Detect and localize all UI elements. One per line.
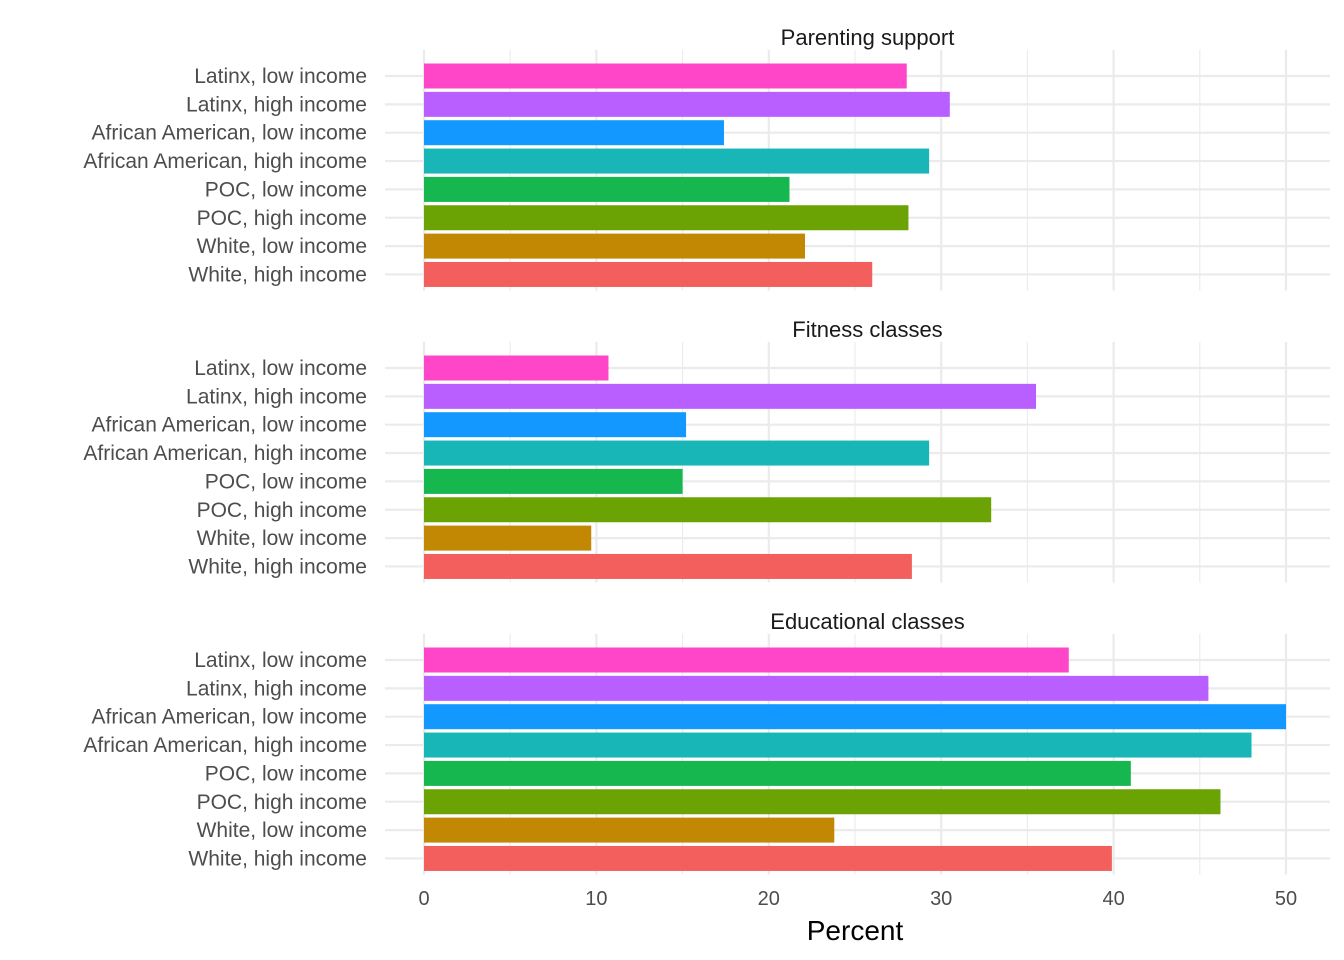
bar — [424, 525, 592, 551]
bar — [424, 440, 930, 466]
bar — [424, 383, 1037, 409]
bar — [424, 205, 909, 231]
category-label: White, high income — [188, 555, 367, 578]
bar — [424, 675, 1209, 701]
bar — [424, 120, 724, 146]
bar — [424, 789, 1221, 815]
category-label: POC, high income — [197, 791, 367, 814]
x-tick-label: 30 — [930, 888, 952, 910]
category-label: Latinx, low income — [194, 649, 367, 672]
category-label: African American, high income — [83, 442, 367, 465]
category-label: White, low income — [197, 235, 367, 258]
category-label: POC, high income — [197, 207, 367, 230]
panel-title: Parenting support — [781, 25, 955, 50]
panel-title: Educational classes — [770, 609, 964, 634]
panel-2: Fitness classes Latinx, low income Latinx,… — [83, 317, 1330, 583]
x-tick-label: 20 — [758, 888, 780, 910]
category-label: Latinx, high income — [186, 385, 367, 408]
category-label: Latinx, low income — [194, 357, 367, 380]
x-axis-title: Percent — [807, 915, 904, 946]
bar — [424, 355, 609, 381]
category-label: White, high income — [188, 847, 367, 870]
category-label: POC, high income — [197, 499, 367, 522]
x-tick-label: 0 — [418, 888, 429, 910]
bar — [424, 760, 1131, 786]
category-label: Latinx, high income — [186, 677, 367, 700]
bar — [424, 704, 1286, 730]
x-tick-label: 40 — [1102, 888, 1124, 910]
bar — [424, 817, 835, 843]
category-label: White, high income — [188, 263, 367, 286]
panel-3: Educational classes Latinx, low income Lat… — [83, 609, 1330, 875]
category-label: White, low income — [197, 527, 367, 550]
category-label: POC, low income — [205, 178, 367, 201]
bar — [424, 647, 1069, 673]
bar — [424, 497, 992, 523]
bar — [424, 91, 950, 117]
bar — [424, 233, 806, 259]
x-tick-label: 10 — [585, 888, 607, 910]
category-label: African American, low income — [92, 706, 367, 729]
bar — [424, 176, 790, 202]
category-label: Latinx, low income — [194, 65, 367, 88]
panel-title: Fitness classes — [792, 317, 942, 342]
category-label: Latinx, high income — [186, 93, 367, 116]
chart-panels: Parenting support Latinx, low income Latin… — [83, 25, 1330, 875]
bar — [424, 553, 912, 579]
bar — [424, 412, 687, 438]
bar — [424, 148, 930, 174]
bar — [424, 63, 907, 89]
x-axis: 0 10 20 30 40 50 — [418, 888, 1297, 910]
panel-1: Parenting support Latinx, low income Latin… — [83, 25, 1330, 291]
x-tick-label: 50 — [1275, 888, 1297, 910]
category-label: White, low income — [197, 819, 367, 842]
bar — [424, 261, 873, 287]
category-label: African American, low income — [92, 414, 367, 437]
category-label: POC, low income — [205, 762, 367, 785]
category-label: African American, high income — [83, 150, 367, 173]
bar — [424, 845, 1112, 871]
bar — [424, 468, 683, 494]
category-label: POC, low income — [205, 470, 367, 493]
category-label: African American, high income — [83, 734, 367, 757]
bar — [424, 732, 1252, 758]
category-label: African American, low income — [92, 122, 367, 145]
